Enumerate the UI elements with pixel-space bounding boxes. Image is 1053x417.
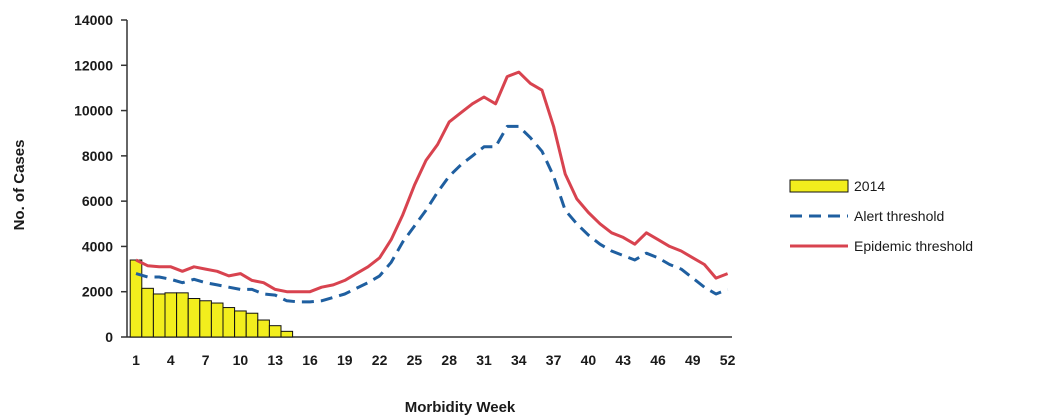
x-tick-label: 13 — [267, 352, 283, 368]
x-tick-label: 19 — [337, 352, 353, 368]
epidemic-threshold-line — [135, 70, 729, 294]
bar-2014-week-11 — [245, 312, 259, 338]
x-tick-label: 1 — [132, 352, 140, 368]
y-tick-label: 10000 — [74, 103, 113, 119]
threshold-lines — [135, 70, 729, 304]
x-tick-label: 7 — [202, 352, 210, 368]
legend-label-2014: 2014 — [854, 178, 885, 194]
x-tick-label: 28 — [441, 352, 457, 368]
x-tick-label: 40 — [581, 352, 597, 368]
bar-2014-week-6 — [187, 298, 201, 338]
y-tick-label: 6000 — [82, 193, 113, 209]
x-tick-label: 37 — [546, 352, 562, 368]
y-tick-label: 12000 — [74, 57, 113, 73]
legend: 2014 Alert threshold Epidemic threshold — [789, 178, 973, 254]
x-tick-label: 43 — [615, 352, 631, 368]
x-tick-label: 49 — [685, 352, 701, 368]
bar-2014-week-4 — [164, 292, 178, 338]
x-tick-label: 4 — [167, 352, 175, 368]
bar-2014-week-8 — [210, 302, 224, 338]
x-tick-label: 31 — [476, 352, 492, 368]
bar-2014-week-12 — [257, 319, 270, 338]
y-tick-label: 0 — [105, 329, 113, 345]
legend-label-alert-threshold: Alert threshold — [854, 208, 944, 224]
y-tick-label: 2000 — [82, 284, 113, 300]
bar-2014-week-10 — [234, 310, 247, 338]
x-tick-label: 52 — [720, 352, 736, 368]
x-tick-label: 46 — [650, 352, 666, 368]
legend-swatch-2014 — [789, 179, 849, 193]
y-axis: 0 2000 4000 6000 8000 10000 12000 14000 — [74, 12, 128, 345]
x-tick-label: 10 — [233, 352, 249, 368]
x-tick-label: 25 — [407, 352, 423, 368]
x-tick-label: 16 — [302, 352, 318, 368]
x-tick-label: 34 — [511, 352, 527, 368]
alert-threshold-line — [135, 124, 729, 304]
y-tick-label: 14000 — [74, 12, 113, 28]
bar-2014-week-1 — [129, 259, 143, 338]
bar-2014-week-5 — [176, 292, 189, 338]
y-axis-title: No. of Cases — [11, 140, 28, 231]
bar-2014-week-7 — [199, 300, 212, 338]
bar-2014-week-3 — [152, 293, 166, 338]
y-tick-label: 8000 — [82, 148, 113, 164]
bar-2014-week-2 — [141, 287, 154, 338]
x-tick-label: 22 — [372, 352, 388, 368]
bar-2014-week-14 — [280, 330, 294, 338]
x-axis-title: Morbidity Week — [405, 399, 516, 416]
y-tick-label: 4000 — [82, 238, 113, 254]
legend-label-epidemic-threshold: Epidemic threshold — [854, 238, 973, 254]
x-axis: 1 4 7 10 13 16 19 22 25 28 31 34 37 40 43 46 49 52 — [127, 336, 736, 368]
bar-2014-week-13 — [268, 325, 282, 338]
bar-2014-week-9 — [222, 307, 236, 338]
